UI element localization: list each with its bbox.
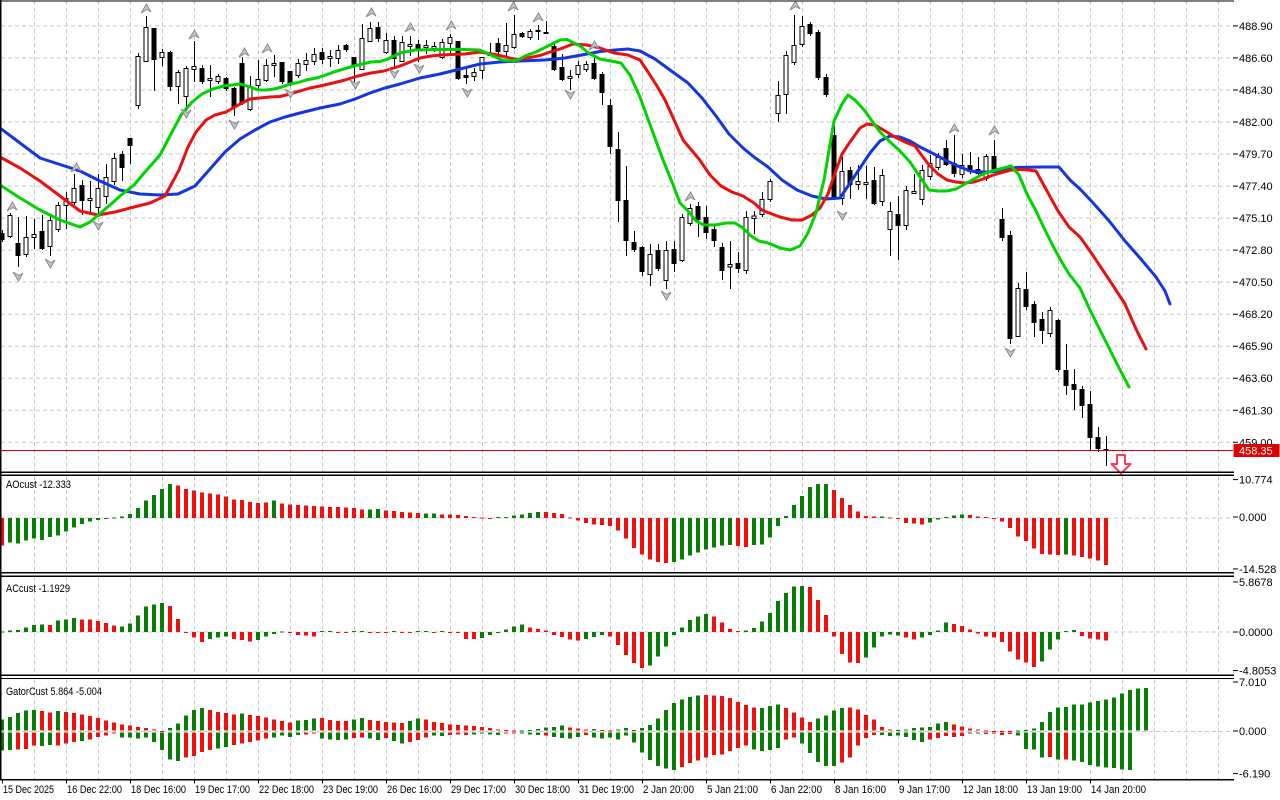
svg-text:6 Jan 22:00: 6 Jan 22:00 <box>771 784 822 796</box>
svg-text:26 Dec 16:00: 26 Dec 16:00 <box>387 784 442 796</box>
svg-text:5.8678: 5.8678 <box>1239 577 1273 589</box>
svg-text:16 Dec 22:00: 16 Dec 22:00 <box>67 784 122 796</box>
svg-text:-6.190: -6.190 <box>1239 769 1270 781</box>
svg-text:479.70: 479.70 <box>1239 149 1273 161</box>
svg-text:465.90: 465.90 <box>1239 341 1273 353</box>
svg-text:-14.528: -14.528 <box>1239 564 1276 576</box>
svg-text:14 Jan 20:00: 14 Jan 20:00 <box>1091 784 1146 796</box>
svg-text:30 Dec 18:00: 30 Dec 18:00 <box>515 784 570 796</box>
svg-text:477.40: 477.40 <box>1239 181 1273 193</box>
svg-text:13 Jan 19:00: 13 Jan 19:00 <box>1027 784 1082 796</box>
svg-text:7.010: 7.010 <box>1239 677 1267 689</box>
svg-text:463.60: 463.60 <box>1239 373 1273 385</box>
svg-text:484.30: 484.30 <box>1239 85 1273 97</box>
svg-text:GatorCust 5.864 -5.004: GatorCust 5.864 -5.004 <box>6 686 102 698</box>
svg-text:29 Dec 17:00: 29 Dec 17:00 <box>451 784 506 796</box>
svg-text:472.80: 472.80 <box>1239 245 1273 257</box>
svg-text:2 Jan 20:00: 2 Jan 20:00 <box>643 784 694 796</box>
svg-text:0.000: 0.000 <box>1239 726 1267 738</box>
svg-text:18 Dec 16:00: 18 Dec 16:00 <box>131 784 186 796</box>
svg-text:15 Dec 2025: 15 Dec 2025 <box>3 784 54 796</box>
svg-text:10.774: 10.774 <box>1239 475 1273 487</box>
svg-text:ACcust -1.1929: ACcust -1.1929 <box>6 583 70 595</box>
svg-text:458.35: 458.35 <box>1239 446 1273 458</box>
svg-text:468.20: 468.20 <box>1239 309 1273 321</box>
svg-text:0.0000: 0.0000 <box>1239 627 1273 639</box>
svg-text:470.50: 470.50 <box>1239 277 1273 289</box>
svg-text:AOcust -12.333: AOcust -12.333 <box>6 479 71 491</box>
svg-text:5 Jan 21:00: 5 Jan 21:00 <box>707 784 758 796</box>
svg-text:486.60: 486.60 <box>1239 53 1273 65</box>
svg-text:488.90: 488.90 <box>1239 21 1273 33</box>
svg-text:22 Dec 18:00: 22 Dec 18:00 <box>259 784 314 796</box>
svg-text:19 Dec 17:00: 19 Dec 17:00 <box>195 784 250 796</box>
svg-text:23 Dec 19:00: 23 Dec 19:00 <box>323 784 378 796</box>
svg-text:-4.8053: -4.8053 <box>1239 666 1276 678</box>
svg-text:9 Jan 17:00: 9 Jan 17:00 <box>899 784 950 796</box>
svg-text:12 Jan 18:00: 12 Jan 18:00 <box>963 784 1018 796</box>
svg-text:475.10: 475.10 <box>1239 213 1273 225</box>
svg-text:0.000: 0.000 <box>1239 512 1267 524</box>
svg-text:31 Dec 19:00: 31 Dec 19:00 <box>579 784 634 796</box>
svg-text:461.30: 461.30 <box>1239 405 1273 417</box>
svg-text:482.00: 482.00 <box>1239 117 1273 129</box>
svg-text:8 Jan 16:00: 8 Jan 16:00 <box>835 784 886 796</box>
